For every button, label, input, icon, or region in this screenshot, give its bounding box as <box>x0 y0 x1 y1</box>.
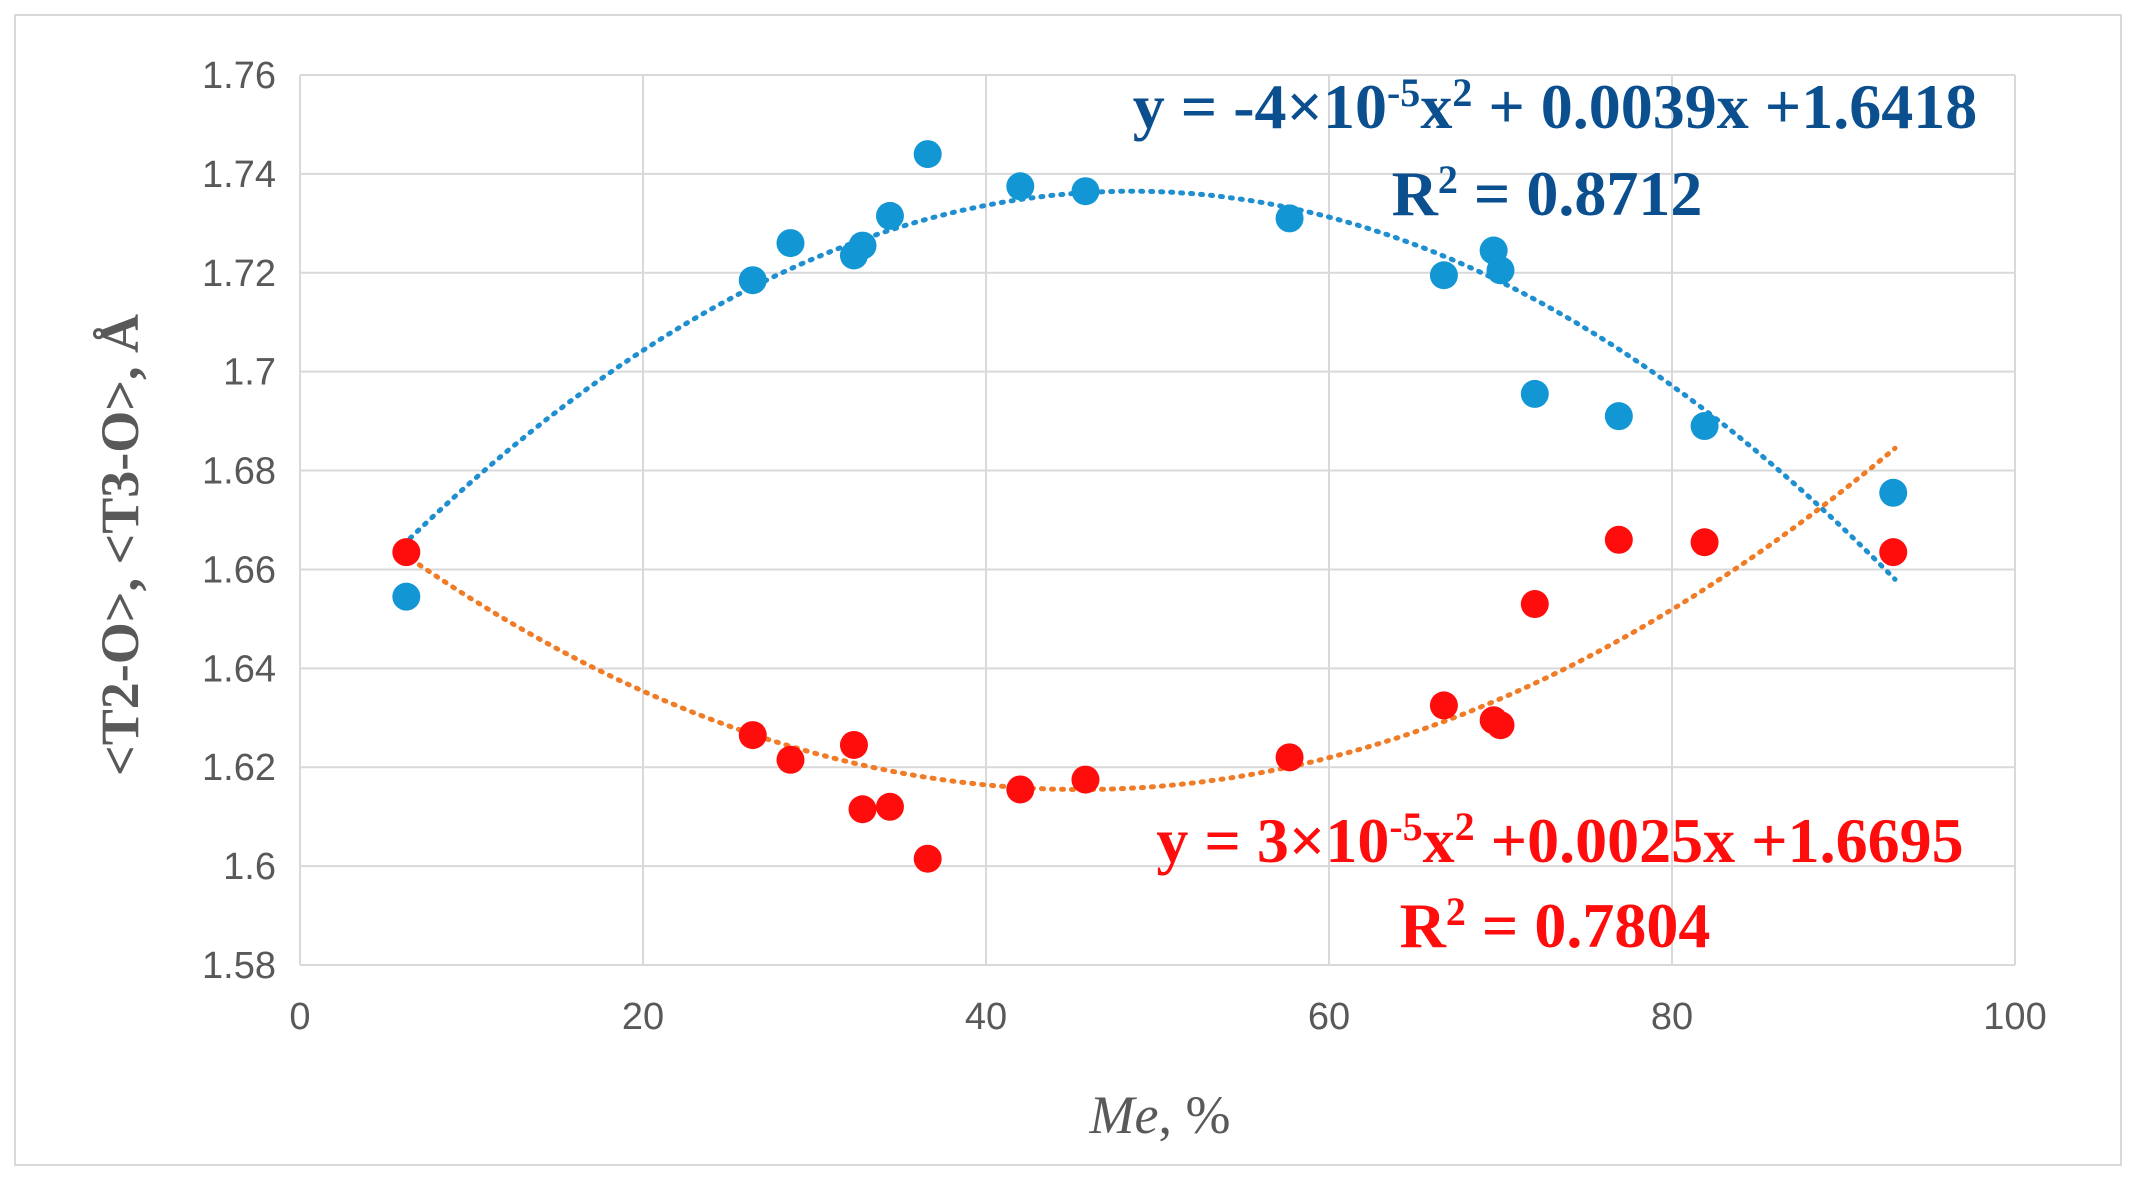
red-eq-suffix: +0.0025x +1.6695 <box>1475 805 1964 876</box>
blue-data-point <box>913 140 942 169</box>
red-data-point <box>392 538 421 567</box>
blue-eq-exp1: -5 <box>1387 70 1420 115</box>
grid-lines <box>299 74 2016 966</box>
blue-data-point <box>1690 412 1719 441</box>
blue-r2-value: = 0.8712 <box>1458 158 1702 229</box>
blue-r2-label: R <box>1392 158 1439 229</box>
red-data-point <box>1429 691 1458 720</box>
data-points <box>392 140 1908 873</box>
blue-eq-prefix: y = -4×10 <box>1133 71 1387 142</box>
blue-eq-mid: x <box>1420 71 1452 142</box>
y-tick-label: 1.66 <box>202 549 276 591</box>
red-r2-value: = 0.7804 <box>1466 890 1710 961</box>
x-tick-label: 20 <box>622 996 664 1038</box>
blue-data-point <box>875 201 904 230</box>
x-axis-label-italic: Me <box>1089 1085 1159 1145</box>
blue-eq-exp2: 2 <box>1452 70 1472 115</box>
blue-data-point <box>1275 204 1304 233</box>
red-data-point <box>1275 743 1304 772</box>
blue-trendline <box>400 188 1898 582</box>
blue-data-point <box>392 582 421 611</box>
red-data-point <box>1486 711 1515 740</box>
y-tick-label: 1.58 <box>202 945 276 987</box>
x-tick-label: 80 <box>1651 996 1693 1038</box>
y-tick-label: 1.64 <box>202 648 276 690</box>
blue-r2: R2 = 0.8712 <box>1392 157 1703 230</box>
y-tick-label: 1.72 <box>202 253 276 295</box>
blue-eq-suffix: + 0.0039x +1.6418 <box>1472 71 1977 142</box>
red-data-point <box>913 844 942 873</box>
blue-data-point <box>1879 478 1908 507</box>
x-tick-label: 0 <box>289 996 310 1038</box>
blue-data-point <box>1486 256 1515 285</box>
blue-equation: y = -4×10-5x2 + 0.0039x +1.6418 <box>1133 70 1978 143</box>
red-r2: R2 = 0.7804 <box>1400 889 1711 962</box>
red-eq-exp2: 2 <box>1455 804 1475 849</box>
x-tick-label: 100 <box>1983 996 2046 1038</box>
red-data-point <box>1071 765 1100 794</box>
x-axis-label: Me, % <box>1089 1085 1231 1145</box>
axis-tick-labels: 1.58 1.6 1.62 1.64 1.66 1.68 1.7 1.72 1.74 1.76 0 2… <box>202 55 2047 1038</box>
red-r2-label: R <box>1400 890 1447 961</box>
x-tick-label: 60 <box>1308 996 1350 1038</box>
red-data-point <box>1006 775 1035 804</box>
blue-r2-exp: 2 <box>1438 157 1458 202</box>
y-axis-label: <T2-O>, <T3-O>, Å <box>90 314 150 776</box>
red-eq-mid: x <box>1423 805 1455 876</box>
y-tick-label: 1.6 <box>223 846 276 888</box>
y-tick-label: 1.7 <box>223 352 276 394</box>
red-data-point <box>1879 538 1908 567</box>
blue-data-point <box>848 231 877 260</box>
trendlines <box>400 188 1898 792</box>
y-tick-label: 1.62 <box>202 747 276 789</box>
red-eq-exp1: -5 <box>1389 804 1422 849</box>
red-data-point <box>875 792 904 821</box>
blue-data-point <box>1520 379 1549 408</box>
blue-data-point <box>1071 177 1100 206</box>
red-data-point <box>1520 590 1549 619</box>
blue-data-point <box>1006 172 1035 201</box>
x-tick-label: 40 <box>965 996 1007 1038</box>
red-data-point <box>776 745 805 774</box>
x-axis-label-rest: , % <box>1158 1085 1230 1145</box>
blue-data-point <box>738 266 767 295</box>
red-data-point <box>738 721 767 750</box>
red-data-point <box>1604 525 1633 554</box>
y-tick-label: 1.76 <box>202 55 276 97</box>
red-data-point <box>848 795 877 824</box>
red-data-point <box>839 730 868 759</box>
red-r2-exp: 2 <box>1446 889 1466 934</box>
red-data-point <box>1690 528 1719 557</box>
blue-data-point <box>1604 402 1633 431</box>
chart-frame <box>14 14 2122 1166</box>
red-equation: y = 3×10-5x2 +0.0025x +1.6695 <box>1156 804 1963 877</box>
red-eq-prefix: y = 3×10 <box>1156 805 1389 876</box>
y-tick-label: 1.68 <box>202 451 276 493</box>
blue-data-point <box>776 229 805 258</box>
blue-data-point <box>1429 261 1458 290</box>
y-tick-label: 1.74 <box>202 154 276 196</box>
